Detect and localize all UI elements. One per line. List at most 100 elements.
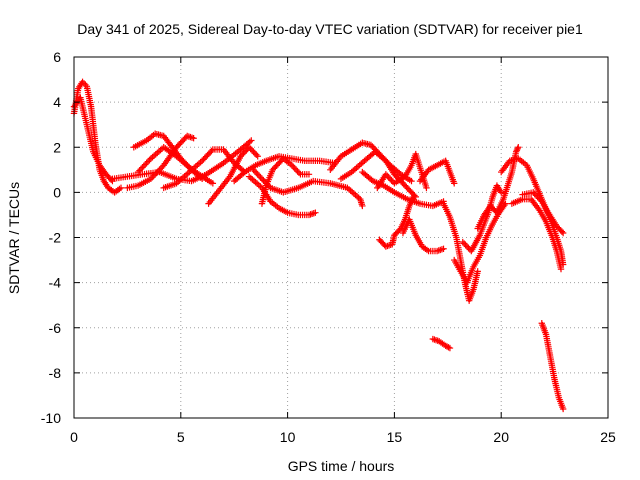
y-axis-label: SDTVAR / TECUs — [6, 182, 22, 294]
data-point-marker — [411, 192, 418, 199]
data-point-marker — [209, 180, 217, 187]
data-point-marker — [258, 175, 266, 183]
data-point-marker — [290, 163, 297, 171]
data-point-marker — [396, 169, 403, 177]
data-point-marker — [292, 166, 300, 174]
data-point-marker — [153, 169, 160, 177]
data-point-marker — [147, 175, 155, 183]
data-point-marker — [246, 138, 253, 145]
data-point-marker — [367, 141, 375, 149]
data-point-marker — [254, 153, 261, 160]
y-tick-label: -10 — [41, 410, 61, 426]
data-point-marker — [250, 148, 257, 155]
data-point-marker — [288, 162, 296, 169]
data-point-marker — [531, 190, 538, 198]
data-point-marker — [513, 147, 521, 154]
chart-title: Day 341 of 2025, Sidereal Day-to-day VTE… — [77, 21, 583, 37]
data-point-marker — [156, 166, 163, 174]
data-point-marker — [446, 344, 454, 352]
data-point-marker — [253, 169, 260, 177]
data-point-marker — [208, 147, 215, 155]
series-track-19 — [416, 157, 458, 187]
data-point-marker — [305, 171, 313, 178]
marks-layer — [70, 78, 567, 413]
data-point-marker — [142, 161, 149, 168]
series-track-10 — [245, 173, 319, 219]
data-point-marker — [240, 150, 247, 157]
data-point-marker — [80, 80, 88, 87]
data-point-marker — [251, 150, 259, 157]
data-point-marker — [559, 229, 567, 237]
data-point-marker — [557, 265, 565, 273]
data-point-marker — [248, 137, 255, 144]
data-point-marker — [451, 180, 458, 187]
data-point-marker — [144, 158, 152, 165]
data-point-marker — [247, 145, 254, 152]
data-point-marker — [440, 245, 447, 252]
x-tick-label: 5 — [177, 429, 185, 445]
series-track-24 — [474, 144, 522, 232]
data-point-marker — [442, 342, 449, 349]
ticks-layer: 0 5 10 15 20 25 -10 -8 -6 -4 -2 0 2 4 6 — [41, 49, 616, 445]
data-point-marker — [255, 172, 263, 180]
data-point-marker — [382, 171, 390, 178]
data-point-marker — [245, 144, 253, 151]
data-point-marker — [385, 174, 392, 181]
data-point-marker — [146, 156, 153, 164]
data-point-marker — [558, 228, 566, 235]
data-point-marker — [408, 177, 415, 185]
x-tick-label: 10 — [280, 429, 296, 445]
data-point-marker — [460, 240, 468, 247]
series-track-02 — [70, 94, 116, 185]
data-point-marker — [534, 193, 541, 201]
series-track-27 — [519, 189, 567, 237]
data-point-marker — [445, 344, 452, 351]
data-point-marker — [514, 145, 521, 152]
data-point-marker — [384, 172, 391, 180]
y-tick-label: -2 — [49, 230, 62, 246]
data-point-marker — [254, 171, 261, 178]
data-point-marker — [312, 209, 319, 216]
series-track-26 — [508, 195, 565, 273]
data-point-marker — [243, 147, 250, 154]
series-track-06 — [134, 144, 217, 187]
x-tick-label: 0 — [70, 429, 78, 445]
x-tick-label: 20 — [493, 429, 509, 445]
x-tick-label: 15 — [387, 429, 403, 445]
data-point-marker — [459, 238, 466, 246]
data-point-marker — [386, 175, 394, 183]
data-point-marker — [237, 153, 244, 160]
series-track-11 — [250, 166, 366, 210]
data-point-marker — [295, 169, 303, 177]
data-point-marker — [137, 165, 145, 173]
data-point-marker — [143, 159, 150, 167]
data-point-marker — [139, 164, 146, 171]
y-tick-label: -4 — [49, 275, 62, 291]
data-point-marker — [134, 168, 142, 176]
y-tick-label: 0 — [53, 184, 61, 200]
data-point-marker — [240, 170, 247, 177]
data-point-marker — [369, 143, 376, 150]
series-track-17 — [376, 193, 417, 250]
x-axis-label: GPS time / hours — [288, 458, 395, 474]
data-point-marker — [250, 166, 257, 174]
data-point-marker — [82, 81, 89, 89]
series-track-09 — [231, 153, 338, 185]
data-point-marker — [515, 144, 522, 151]
data-point-marker — [79, 78, 86, 86]
y-tick-label: -6 — [49, 320, 62, 336]
data-point-marker — [537, 196, 544, 204]
series-track-08 — [205, 144, 261, 207]
data-point-marker — [388, 177, 395, 184]
x-tick-label: 25 — [600, 429, 616, 445]
data-point-marker — [117, 184, 125, 192]
data-point-marker — [149, 174, 156, 181]
y-tick-label: 2 — [53, 139, 61, 155]
data-point-marker — [463, 243, 471, 250]
data-point-marker — [423, 184, 430, 192]
y-tick-label: -8 — [49, 365, 62, 381]
data-point-marker — [157, 165, 165, 172]
y-tick-label: 6 — [53, 49, 61, 65]
data-point-marker — [151, 171, 159, 178]
